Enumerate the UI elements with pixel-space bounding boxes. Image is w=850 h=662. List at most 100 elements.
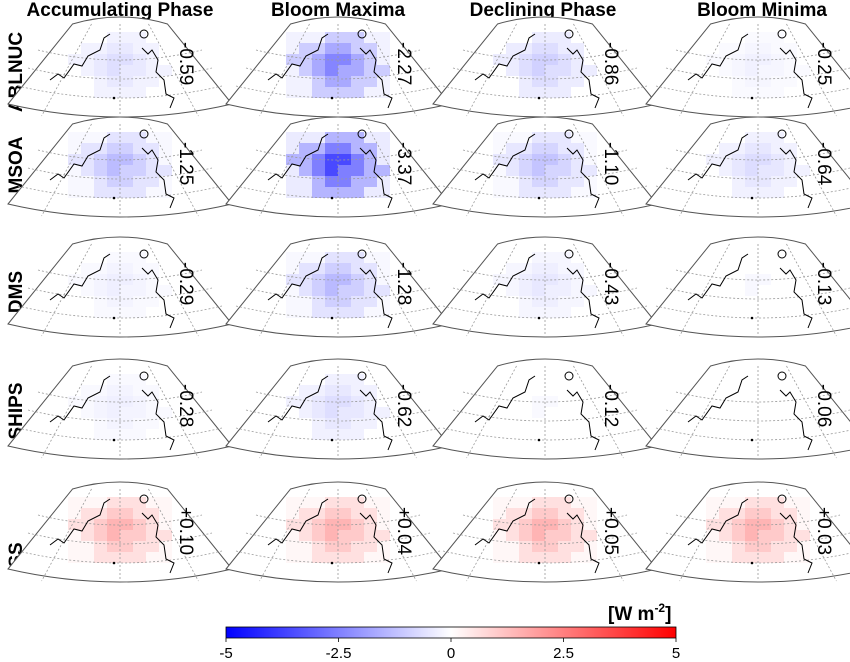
grid-cell xyxy=(745,519,758,530)
column-title-declining: Declining Phase xyxy=(470,0,617,21)
grid-cell xyxy=(571,65,584,76)
island-icon xyxy=(750,196,754,200)
grid-cell xyxy=(532,143,545,154)
grid-cell xyxy=(133,296,146,307)
grid-cell xyxy=(771,508,784,519)
grid-cell xyxy=(133,263,146,274)
grid-cell xyxy=(325,165,338,176)
grid-cell xyxy=(364,263,377,274)
island-icon xyxy=(750,316,754,320)
panel-value-ss-bloom-minima: +0.03 xyxy=(813,507,834,555)
svalbard-icon xyxy=(777,129,787,139)
grid-cell xyxy=(532,65,545,76)
svalbard-icon xyxy=(139,249,149,259)
grid-cell xyxy=(771,65,784,76)
coastline-greenland-icon xyxy=(267,33,329,81)
grid-cell xyxy=(377,32,390,43)
grid-cell xyxy=(133,407,146,418)
grid-cell xyxy=(325,541,338,552)
grid-cell xyxy=(732,165,745,176)
coastline-europe-icon xyxy=(566,389,600,451)
grid-cell xyxy=(338,165,351,176)
svalbard-icon xyxy=(357,249,367,259)
grid-cell xyxy=(377,252,390,263)
grid-cell xyxy=(706,497,719,508)
grid-cell xyxy=(532,176,545,187)
grid-cell xyxy=(81,132,94,143)
grid-cell xyxy=(532,187,545,198)
grid-cell xyxy=(377,530,390,541)
panel-value-ss-accumulating: +0.10 xyxy=(175,507,196,555)
map-panel-msoa-bloom-minima: -0.64 xyxy=(645,116,850,218)
grid-cell xyxy=(107,530,120,541)
grid-cell xyxy=(325,374,338,385)
grid-cell xyxy=(758,87,771,98)
grid-cell xyxy=(325,519,338,530)
grid-cell xyxy=(120,541,133,552)
map-panel-ablnuc-accumulating: -0.59 xyxy=(7,16,233,118)
grid-cell xyxy=(107,418,120,429)
grid-cell xyxy=(299,176,312,187)
grid-cell xyxy=(351,285,364,296)
map-panel-ss-accumulating: +0.10 xyxy=(7,481,233,583)
grid-cell xyxy=(745,76,758,87)
grid-cell xyxy=(120,307,133,318)
grid-cell xyxy=(532,407,545,418)
grid-cell xyxy=(558,143,571,154)
grid-cell xyxy=(364,32,377,43)
grid-cell xyxy=(133,541,146,552)
grid-cell xyxy=(81,274,94,285)
grid-cell xyxy=(364,508,377,519)
grid-cell xyxy=(299,530,312,541)
grid-cell xyxy=(133,176,146,187)
grid-cell xyxy=(120,497,133,508)
grid-cell xyxy=(146,385,159,396)
grid-cell xyxy=(107,307,120,318)
grid-cell xyxy=(545,187,558,198)
grid-cell xyxy=(81,263,94,274)
panel-value-ablnuc-accumulating: -0.59 xyxy=(175,42,196,85)
grid-cell xyxy=(146,43,159,54)
grid-cell xyxy=(107,497,120,508)
grid-cell xyxy=(107,187,120,198)
grid-cell xyxy=(133,187,146,198)
grid-cell xyxy=(286,396,299,407)
svalbard-icon xyxy=(777,494,787,504)
grid-cell xyxy=(558,43,571,54)
grid-cell xyxy=(286,176,299,187)
grid-cell xyxy=(506,43,519,54)
grid-cell xyxy=(558,530,571,541)
grid-cell xyxy=(351,296,364,307)
panel-value-ships-bloom-maxima: -0.62 xyxy=(393,384,414,427)
grid-cell xyxy=(506,497,519,508)
coastline-europe-icon xyxy=(779,267,813,329)
coastline-europe-icon xyxy=(359,47,393,109)
grid-cell xyxy=(506,143,519,154)
coastline-europe-icon xyxy=(779,147,813,209)
grid-cell xyxy=(325,187,338,198)
grid-cell xyxy=(506,263,519,274)
island-icon xyxy=(112,438,116,442)
coastline-europe-icon xyxy=(566,267,600,329)
grid-cell xyxy=(299,274,312,285)
grid-cell xyxy=(758,541,771,552)
grid-cell xyxy=(571,143,584,154)
grid-cell xyxy=(146,530,159,541)
grid-cell xyxy=(758,508,771,519)
coastline-europe-icon xyxy=(359,389,393,451)
grid-cell xyxy=(493,154,506,165)
grid-cell xyxy=(784,154,797,165)
grid-cell xyxy=(532,252,545,263)
grid-cell xyxy=(312,32,325,43)
grid-cell xyxy=(558,54,571,65)
grid-cell xyxy=(571,76,584,87)
colorbar-tick: -2.5 xyxy=(326,645,352,662)
grid-cell xyxy=(364,274,377,285)
coastline-greenland-icon xyxy=(49,498,111,546)
grid-cell xyxy=(107,396,120,407)
grid-cell xyxy=(545,307,558,318)
grid-cell xyxy=(364,143,377,154)
island-icon xyxy=(537,561,541,565)
grid-cell xyxy=(68,132,81,143)
coastline-europe-icon xyxy=(141,267,175,329)
